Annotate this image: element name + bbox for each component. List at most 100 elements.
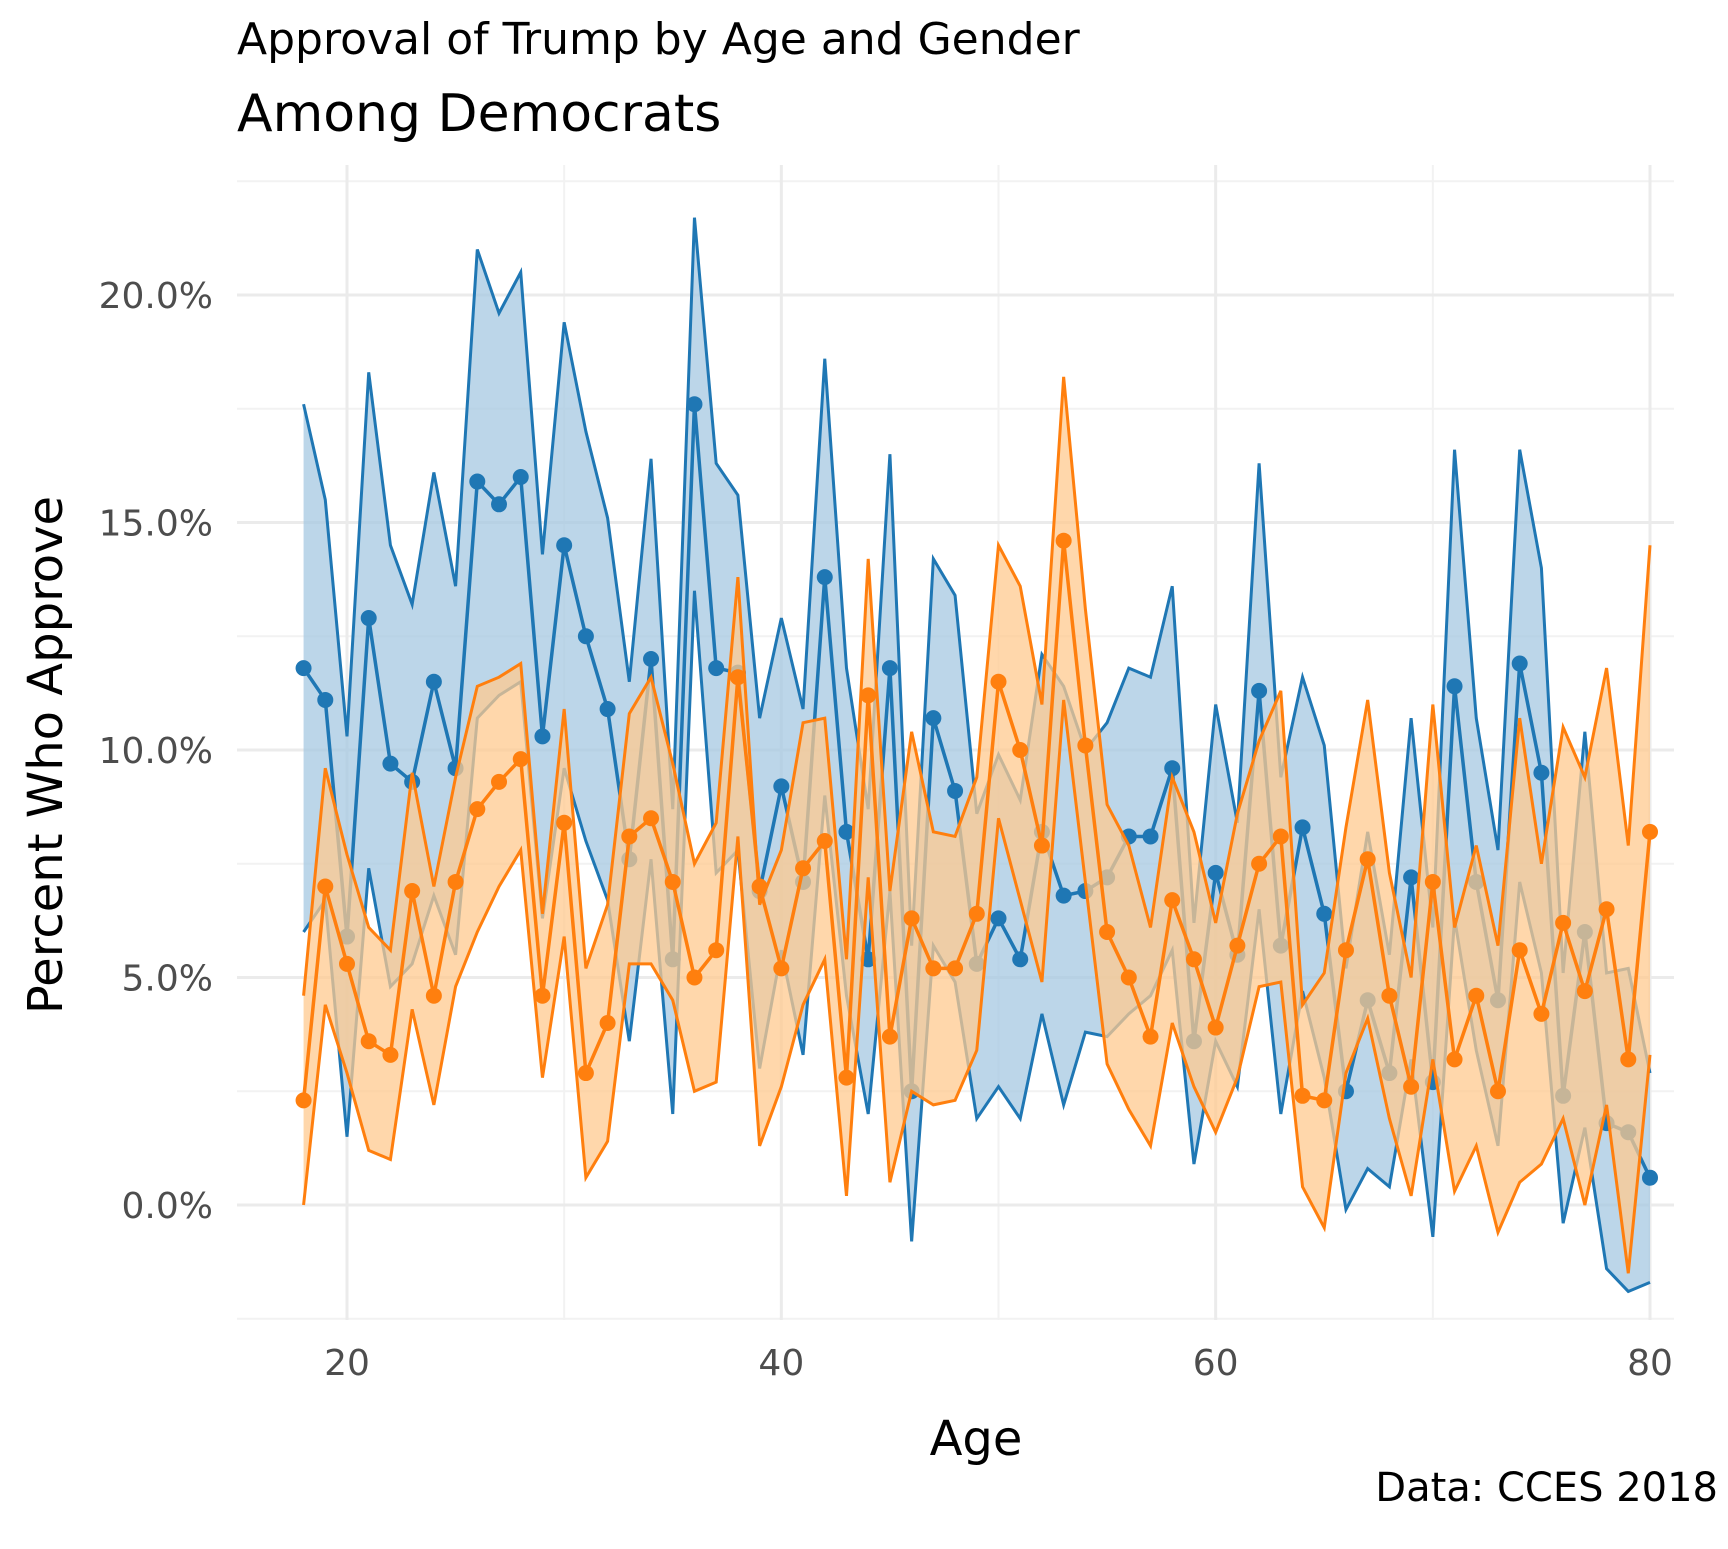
data-point [577, 1065, 594, 1082]
data-point [469, 801, 486, 818]
data-point [360, 610, 377, 627]
data-point [990, 910, 1007, 927]
y-axis-title: Percent Who Approve [18, 496, 74, 1014]
y-tick-label: 0.0% [122, 1186, 213, 1227]
data-point [1642, 1169, 1658, 1186]
x-tick-label: 40 [758, 1343, 804, 1384]
data-point [1207, 1019, 1224, 1036]
data-point [795, 860, 812, 877]
data-point [534, 987, 551, 1004]
data-point [1337, 942, 1354, 959]
data-point [664, 873, 681, 890]
data-point [491, 773, 508, 790]
data-point [1120, 969, 1137, 986]
data-point [1533, 1005, 1550, 1022]
data-point [295, 660, 312, 677]
data-point [339, 955, 355, 972]
data-point [577, 628, 594, 645]
data-point [360, 1033, 377, 1050]
data-point [838, 823, 855, 840]
x-axis-title: Age [930, 1411, 1023, 1467]
data-point [643, 810, 660, 827]
data-point [1446, 678, 1463, 695]
data-point [1403, 1078, 1420, 1095]
data-point [968, 905, 985, 922]
data-point [447, 873, 464, 890]
data-point [1316, 1092, 1333, 1109]
chart-title: Approval of Trump by Age and Gender [237, 14, 1080, 65]
data-point [1077, 737, 1094, 754]
data-point [643, 651, 660, 667]
y-tick-label: 15.0% [99, 504, 213, 545]
data-point [1251, 682, 1268, 699]
data-point [1055, 532, 1072, 549]
data-point [1381, 987, 1398, 1004]
data-point [1207, 864, 1224, 881]
data-point [1012, 742, 1029, 758]
data-point [1533, 764, 1550, 781]
data-point [1099, 924, 1116, 940]
data-point [1185, 951, 1202, 968]
data-point [295, 1092, 312, 1109]
data-point [686, 396, 703, 413]
ribbon-lower-line [302, 699, 1652, 1274]
data-point [925, 710, 942, 727]
data-point [1033, 837, 1050, 854]
data-point [425, 673, 442, 690]
data-point [925, 960, 942, 977]
data-point [1489, 1083, 1506, 1100]
data-point [1642, 823, 1658, 840]
data-point [512, 469, 529, 485]
data-point [1316, 905, 1333, 922]
data-point [556, 814, 573, 831]
data-point [1055, 887, 1072, 904]
data-point [881, 1028, 898, 1045]
data-point [404, 883, 421, 900]
data-point [1446, 1051, 1463, 1068]
data-point [1294, 819, 1311, 836]
data-point [1468, 987, 1485, 1004]
data-point [881, 660, 898, 677]
data-point [1142, 1028, 1159, 1045]
y-tick-label: 20.0% [99, 276, 213, 317]
data-point [1272, 828, 1289, 845]
axes: 0.0% 5.0% 10.0% 15.0% 20.0% 20 40 60 80 [99, 276, 1673, 1384]
data-point [947, 960, 964, 977]
chart-subtitle: Among Democrats [237, 84, 722, 144]
data-point [1598, 901, 1615, 918]
data-point [860, 687, 877, 704]
data-point [1229, 937, 1246, 954]
data-point [947, 782, 964, 799]
data-point [469, 473, 486, 490]
data-point [382, 1046, 399, 1063]
x-tick-label: 20 [324, 1343, 370, 1384]
data-point [599, 701, 616, 718]
chart-caption: Data: CCES 2018 [1375, 1465, 1718, 1511]
data-point [990, 673, 1007, 690]
data-point [1251, 855, 1268, 872]
data-point [317, 878, 334, 895]
data-point [1576, 983, 1593, 1000]
data-point [1164, 760, 1181, 777]
y-tick-label: 10.0% [99, 731, 213, 772]
y-tick-label: 5.0% [122, 959, 213, 1000]
data-point [1620, 1051, 1637, 1068]
series-layer [295, 217, 1658, 1294]
data-point [708, 942, 725, 959]
data-point [491, 496, 508, 513]
confidence-ribbon [303, 376, 1651, 1274]
data-point [903, 910, 920, 927]
data-point [773, 960, 790, 977]
data-point [382, 755, 399, 772]
data-point [1142, 828, 1159, 845]
data-point [1294, 1087, 1311, 1104]
data-point [686, 969, 703, 986]
x-tick-label: 80 [1627, 1343, 1673, 1384]
ribbon-upper-line [302, 376, 1652, 1010]
x-tick-label: 60 [1193, 1343, 1239, 1384]
data-point [425, 987, 442, 1004]
data-point [621, 828, 638, 845]
data-point [708, 660, 725, 677]
data-point [816, 833, 833, 849]
